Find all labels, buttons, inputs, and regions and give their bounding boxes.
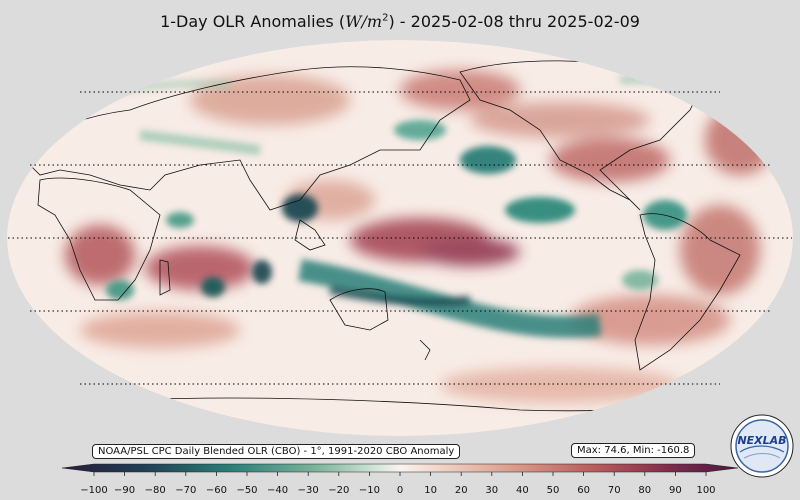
colorbar-tick-label: 20: [455, 485, 468, 496]
colorbar-tick-label: 90: [669, 485, 682, 496]
colorbar-tick-label: −30: [298, 485, 319, 496]
latitude-lines: [8, 91, 792, 385]
dataset-info-label: NOAA/PSL CPC Daily Blended OLR (CBO) - 1…: [92, 444, 461, 459]
max-min-stats-label: Max: 74.6, Min: -160.8: [571, 443, 696, 458]
colorbar-tick-label: 50: [547, 485, 560, 496]
colorbar-tick-label: −50: [236, 485, 257, 496]
nexlab-logo: NEXLAB: [730, 414, 794, 478]
colorbar-tick-label: 100: [696, 485, 715, 496]
colorbar-tick-label: −40: [267, 485, 288, 496]
svg-text:NEXLAB: NEXLAB: [737, 434, 786, 447]
colorbar-ticks: −100 −90 −80 −70 −60 −50 −40 −30 −20 −10 0 10 20 30 40…: [80, 472, 716, 496]
colorbar-tick-label: −20: [328, 485, 349, 496]
map-title: 1-Day OLR Anomalies (W/m2) - 2025-02-08 …: [160, 12, 640, 31]
colorbar-tick-label: −70: [175, 485, 196, 496]
colorbar-tick-label: −60: [206, 485, 227, 496]
colorbar-tick-label: 10: [424, 485, 437, 496]
colorbar-tick-label: 80: [638, 485, 651, 496]
colorbar-tick-label: −10: [359, 485, 380, 496]
colorbar-gradient: [61, 463, 739, 473]
colorbar-tick-label: −90: [114, 485, 135, 496]
colorbar-tick-label: −100: [80, 485, 107, 496]
colorbar-tick-label: 30: [485, 485, 498, 496]
colorbar-tick-label: 40: [516, 485, 529, 496]
colorbar-tick-label: 70: [608, 485, 621, 496]
colorbar-tick-label: −80: [145, 485, 166, 496]
colorbar-tick-label: 0: [397, 485, 403, 496]
colorbar-tick-label: 60: [577, 485, 590, 496]
